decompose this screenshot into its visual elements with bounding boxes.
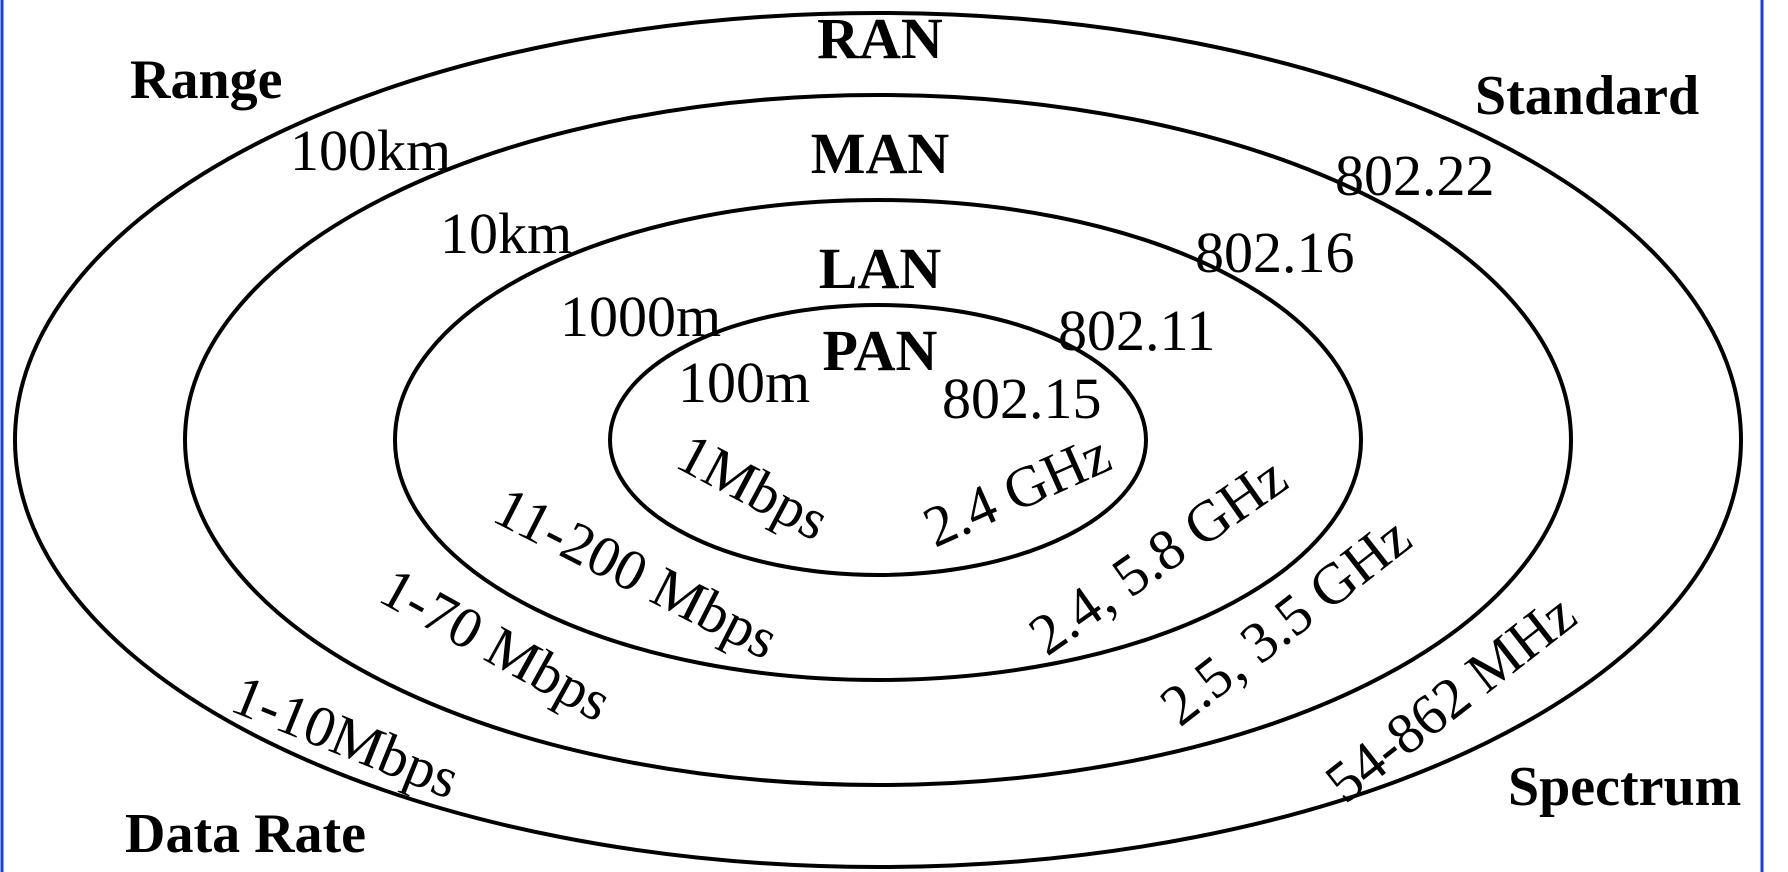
network-label-ran: RAN (817, 6, 943, 71)
data-rate-value-ran: 1-10Mbps (223, 662, 468, 812)
spectrum-value-pan: 2.4 GHz (914, 421, 1120, 560)
standard-value-man: 802.16 (1195, 220, 1355, 285)
ring-pan-ellipse (608, 303, 1148, 577)
range-heading: Range (130, 49, 282, 111)
standard-value-pan: 802.15 (942, 366, 1102, 431)
range-value-man: 10km (440, 201, 572, 266)
ring-man-ellipse (183, 93, 1573, 787)
network-label-lan: LAN (819, 236, 942, 301)
standard-value-lan: 802.11 (1058, 298, 1215, 363)
ring-lan-ellipse (393, 198, 1363, 682)
standard-value-ran: 802.22 (1335, 143, 1495, 208)
range-value-lan: 1000m (560, 284, 721, 349)
network-label-man: MAN (811, 121, 950, 186)
range-value-ran: 100km (290, 118, 451, 183)
range-value-pan: 100m (678, 350, 810, 415)
data-rate-heading: Data Rate (125, 803, 366, 865)
standard-heading: Standard (1475, 65, 1699, 127)
ring-ran-ellipse (13, 11, 1743, 869)
data-rate-value-pan: 1Mbps (667, 420, 840, 553)
network-label-pan: PAN (823, 318, 938, 383)
spectrum-heading: Spectrum (1508, 756, 1741, 818)
